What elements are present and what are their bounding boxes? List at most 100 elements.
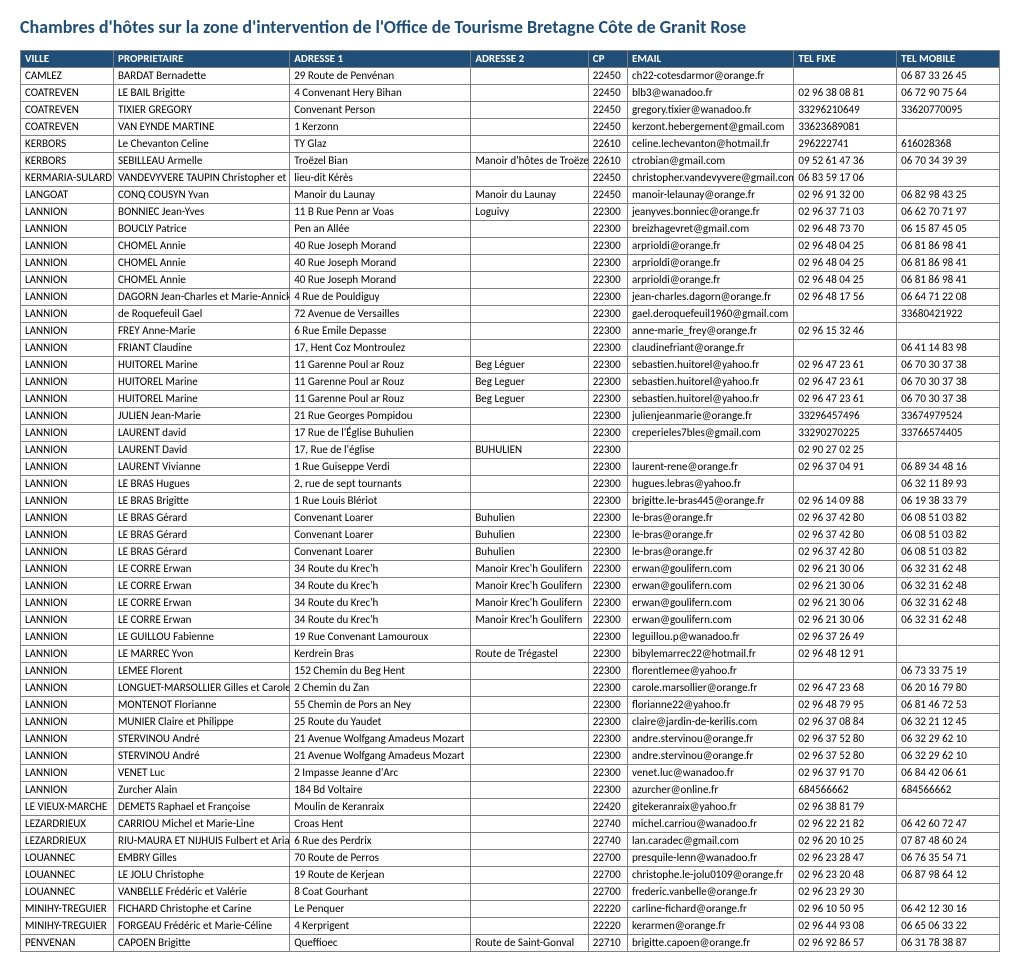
table-cell: Convenant Loarer xyxy=(290,544,471,561)
table-row: PENVENANCAPOEN BrigitteQueffioecRoute de… xyxy=(21,935,1000,952)
table-cell: 02 96 92 86 57 xyxy=(794,935,897,952)
table-cell: 40 Rue Joseph Morand xyxy=(290,238,471,255)
table-cell: 21 Rue Georges Pompidou xyxy=(290,408,471,425)
table-row: LANNIONCHOMEL Annie40 Rue Joseph Morand2… xyxy=(21,238,1000,255)
table-cell: 22300 xyxy=(588,578,627,595)
table-cell: BARDAT Bernadette xyxy=(114,68,290,85)
table-cell: 02 96 91 32 00 xyxy=(794,187,897,204)
table-cell: 06 08 51 03 82 xyxy=(897,544,1000,561)
table-cell: 22740 xyxy=(588,833,627,850)
table-cell: Beg Leguer xyxy=(471,391,588,408)
table-cell: LEZARDRIEUX xyxy=(21,816,114,833)
table-cell: 11 Garenne Poul ar Rouz xyxy=(290,357,471,374)
table-cell: 06 32 29 62 10 xyxy=(897,748,1000,765)
table-cell xyxy=(471,680,588,697)
table-cell: Manoir Krec'h Goulifern xyxy=(471,578,588,595)
table-cell: 17, Rue de l'église xyxy=(290,442,471,459)
table-cell: 02 96 48 79 95 xyxy=(794,697,897,714)
table-row: LANNIONLE MARREC YvonKerdrein BrasRoute … xyxy=(21,646,1000,663)
table-cell: anne-marie_frey@orange.fr xyxy=(627,323,793,340)
table-cell: 06 70 30 37 38 xyxy=(897,357,1000,374)
table-cell: LANNION xyxy=(21,255,114,272)
table-cell: LE CORRE Erwan xyxy=(114,561,290,578)
table-cell: DAGORN Jean-Charles et Marie-Annick xyxy=(114,289,290,306)
table-cell: 22300 xyxy=(588,544,627,561)
table-cell: LAURENT david xyxy=(114,425,290,442)
table-row: KERBORSSEBILLEAU ArmelleTroëzel BianMano… xyxy=(21,153,1000,170)
table-cell: 02 96 23 29 30 xyxy=(794,884,897,901)
table-cell: LOUANNEC xyxy=(21,884,114,901)
table-cell xyxy=(471,255,588,272)
table-cell: CHOMEL Annie xyxy=(114,272,290,289)
table-cell: presquile-lenn@wanadoo.fr xyxy=(627,850,793,867)
table-cell: Buhulien xyxy=(471,510,588,527)
table-cell: 33674979524 xyxy=(897,408,1000,425)
table-cell: 02 96 47 23 61 xyxy=(794,374,897,391)
table-cell: laurent-rene@orange.fr xyxy=(627,459,793,476)
table-cell: 22300 xyxy=(588,629,627,646)
table-cell: christopher.vandevyvere@gmail.com xyxy=(627,170,793,187)
table-row: LANNIONLE CORRE Erwan34 Route du Krec'hM… xyxy=(21,595,1000,612)
table-row: LANNIONLAURENT david17 Rue de l'Église B… xyxy=(21,425,1000,442)
table-cell xyxy=(471,289,588,306)
table-cell: 06 08 51 03 82 xyxy=(897,527,1000,544)
table-cell: brigitte.capoen@orange.fr xyxy=(627,935,793,952)
table-cell: LANNION xyxy=(21,493,114,510)
table-cell: LANNION xyxy=(21,629,114,646)
table-cell: 17, Hent Coz Montroulez xyxy=(290,340,471,357)
table-cell: LE CORRE Erwan xyxy=(114,612,290,629)
table-cell: LANNION xyxy=(21,646,114,663)
table-cell xyxy=(471,867,588,884)
table-cell: LANNION xyxy=(21,510,114,527)
table-cell: 06 70 30 37 38 xyxy=(897,374,1000,391)
table-cell: florentlemee@yahoo.fr xyxy=(627,663,793,680)
table-cell: BOUCLY Patrice xyxy=(114,221,290,238)
table-cell: 8 Coat Gourhant xyxy=(290,884,471,901)
table-cell: Croas Hent xyxy=(290,816,471,833)
table-cell: 22300 xyxy=(588,374,627,391)
table-row: LANNIONLE CORRE Erwan34 Route du Krec'hM… xyxy=(21,578,1000,595)
table-row: KERBORSLe Chevanton CelineTY Glaz22610ce… xyxy=(21,136,1000,153)
table-cell xyxy=(471,731,588,748)
table-cell: 02 96 37 91 70 xyxy=(794,765,897,782)
table-cell: 06 82 98 43 25 xyxy=(897,187,1000,204)
table-cell xyxy=(471,238,588,255)
table-cell: LE JOLU Christophe xyxy=(114,867,290,884)
table-row: LANNIONLAURENT David17, Rue de l'égliseB… xyxy=(21,442,1000,459)
table-cell: LE BRAS Gérard xyxy=(114,510,290,527)
table-cell xyxy=(471,340,588,357)
table-row: LANGOATCONQ COUSYN YvanManoir du LaunayM… xyxy=(21,187,1000,204)
table-cell: 06 32 31 62 48 xyxy=(897,595,1000,612)
table-cell: 22300 xyxy=(588,646,627,663)
table-row: COATREVENTIXIER GREGORYConvenant Person2… xyxy=(21,102,1000,119)
table-cell: STERVINOU André xyxy=(114,748,290,765)
table-cell: 02 96 38 81 79 xyxy=(794,799,897,816)
table-cell: 1 Rue Guiseppe Verdi xyxy=(290,459,471,476)
table-cell: JULIEN Jean-Marie xyxy=(114,408,290,425)
table-cell: LE MARREC Yvon xyxy=(114,646,290,663)
table-row: KERMARIA-SULARDVANDEVYVERE TAUPIN Christ… xyxy=(21,170,1000,187)
column-header: ADRESSE 1 xyxy=(290,51,471,68)
table-cell xyxy=(897,323,1000,340)
table-cell: lieu-dit Kérès xyxy=(290,170,471,187)
table-cell: COATREVEN xyxy=(21,119,114,136)
table-cell xyxy=(471,306,588,323)
table-cell: de Roquefeuil Gael xyxy=(114,306,290,323)
table-cell: claudinefriant@orange.fr xyxy=(627,340,793,357)
table-cell: 22610 xyxy=(588,153,627,170)
table-cell xyxy=(794,476,897,493)
table-cell: michel.carriou@wanadoo.fr xyxy=(627,816,793,833)
table-cell xyxy=(471,221,588,238)
table-cell: Convenant Loarer xyxy=(290,527,471,544)
table-cell: 22300 xyxy=(588,476,627,493)
table-cell: Beg Leguer xyxy=(471,374,588,391)
table-cell: 02 96 23 28 47 xyxy=(794,850,897,867)
table-cell: 06 32 21 12 45 xyxy=(897,714,1000,731)
table-row: LOUANNECEMBRY Gilles70 Route de Perros22… xyxy=(21,850,1000,867)
table-cell: Buhulien xyxy=(471,544,588,561)
table-cell: sebastien.huitorel@yahoo.fr xyxy=(627,391,793,408)
table-cell: le-bras@orange.fr xyxy=(627,527,793,544)
table-cell: hugues.lebras@yahoo.fr xyxy=(627,476,793,493)
table-cell xyxy=(794,663,897,680)
table-cell: 02 96 37 52 80 xyxy=(794,731,897,748)
